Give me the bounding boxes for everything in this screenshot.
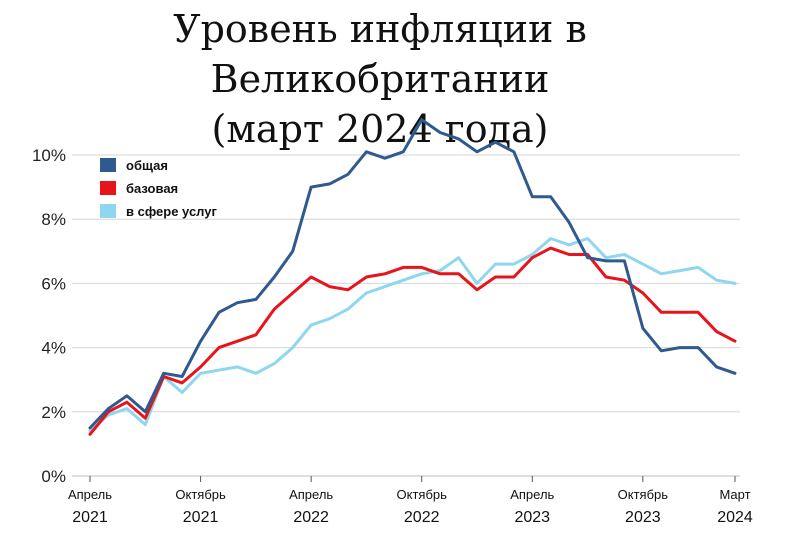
x-tick-label-month: Апрель [510,487,554,502]
chart-title-main: Уровень инфляции в Великобритании [173,7,587,101]
chart-title: Уровень инфляции в Великобритании (март … [0,4,760,154]
legend: общая базовая в сфере услуг [100,158,218,219]
y-axis-ticks: 0% 2% 4% 6% 8% 10% [32,146,66,486]
x-tick-label-year: 2022 [404,509,440,526]
x-tick-label-month: Октябрь [175,487,226,502]
x-tick-label-month: Март [719,487,750,502]
x-tick-label-year: 2024 [717,509,753,526]
legend-swatch [100,181,116,195]
x-tick-label-year: 2021 [183,509,219,526]
x-tick-label-year: 2021 [72,509,108,526]
x-tick-label-year: 2022 [293,509,329,526]
series-line-0 [88,118,737,430]
legend-swatch [100,204,116,218]
legend-label: общая [126,158,168,173]
x-tick-label-month: Апрель [289,487,333,502]
x-tick-label-year: 2023 [514,509,550,526]
x-tick-label-year: 2023 [625,509,661,526]
series-lines [88,118,737,436]
x-tick-label-month: Апрель [68,487,112,502]
series-line-1 [88,246,737,436]
y-tick-label: 8% [41,210,66,229]
y-tick-label: 2% [41,403,66,422]
legend-label: в сфере услуг [126,204,218,219]
y-tick-label: 6% [41,274,66,293]
legend-swatch [100,158,116,172]
y-tick-label: 10% [32,146,66,165]
x-tick-label-month: Октябрь [618,487,669,502]
x-axis: Апрель 2021 Октябрь 2021 Апрель 2022 Октябрь 20… [68,476,753,526]
series-line-2 [88,237,737,433]
y-tick-label: 4% [41,339,66,358]
legend-label: базовая [126,181,178,196]
x-tick-label-month: Октябрь [397,487,448,502]
y-tick-label: 0% [41,467,66,486]
